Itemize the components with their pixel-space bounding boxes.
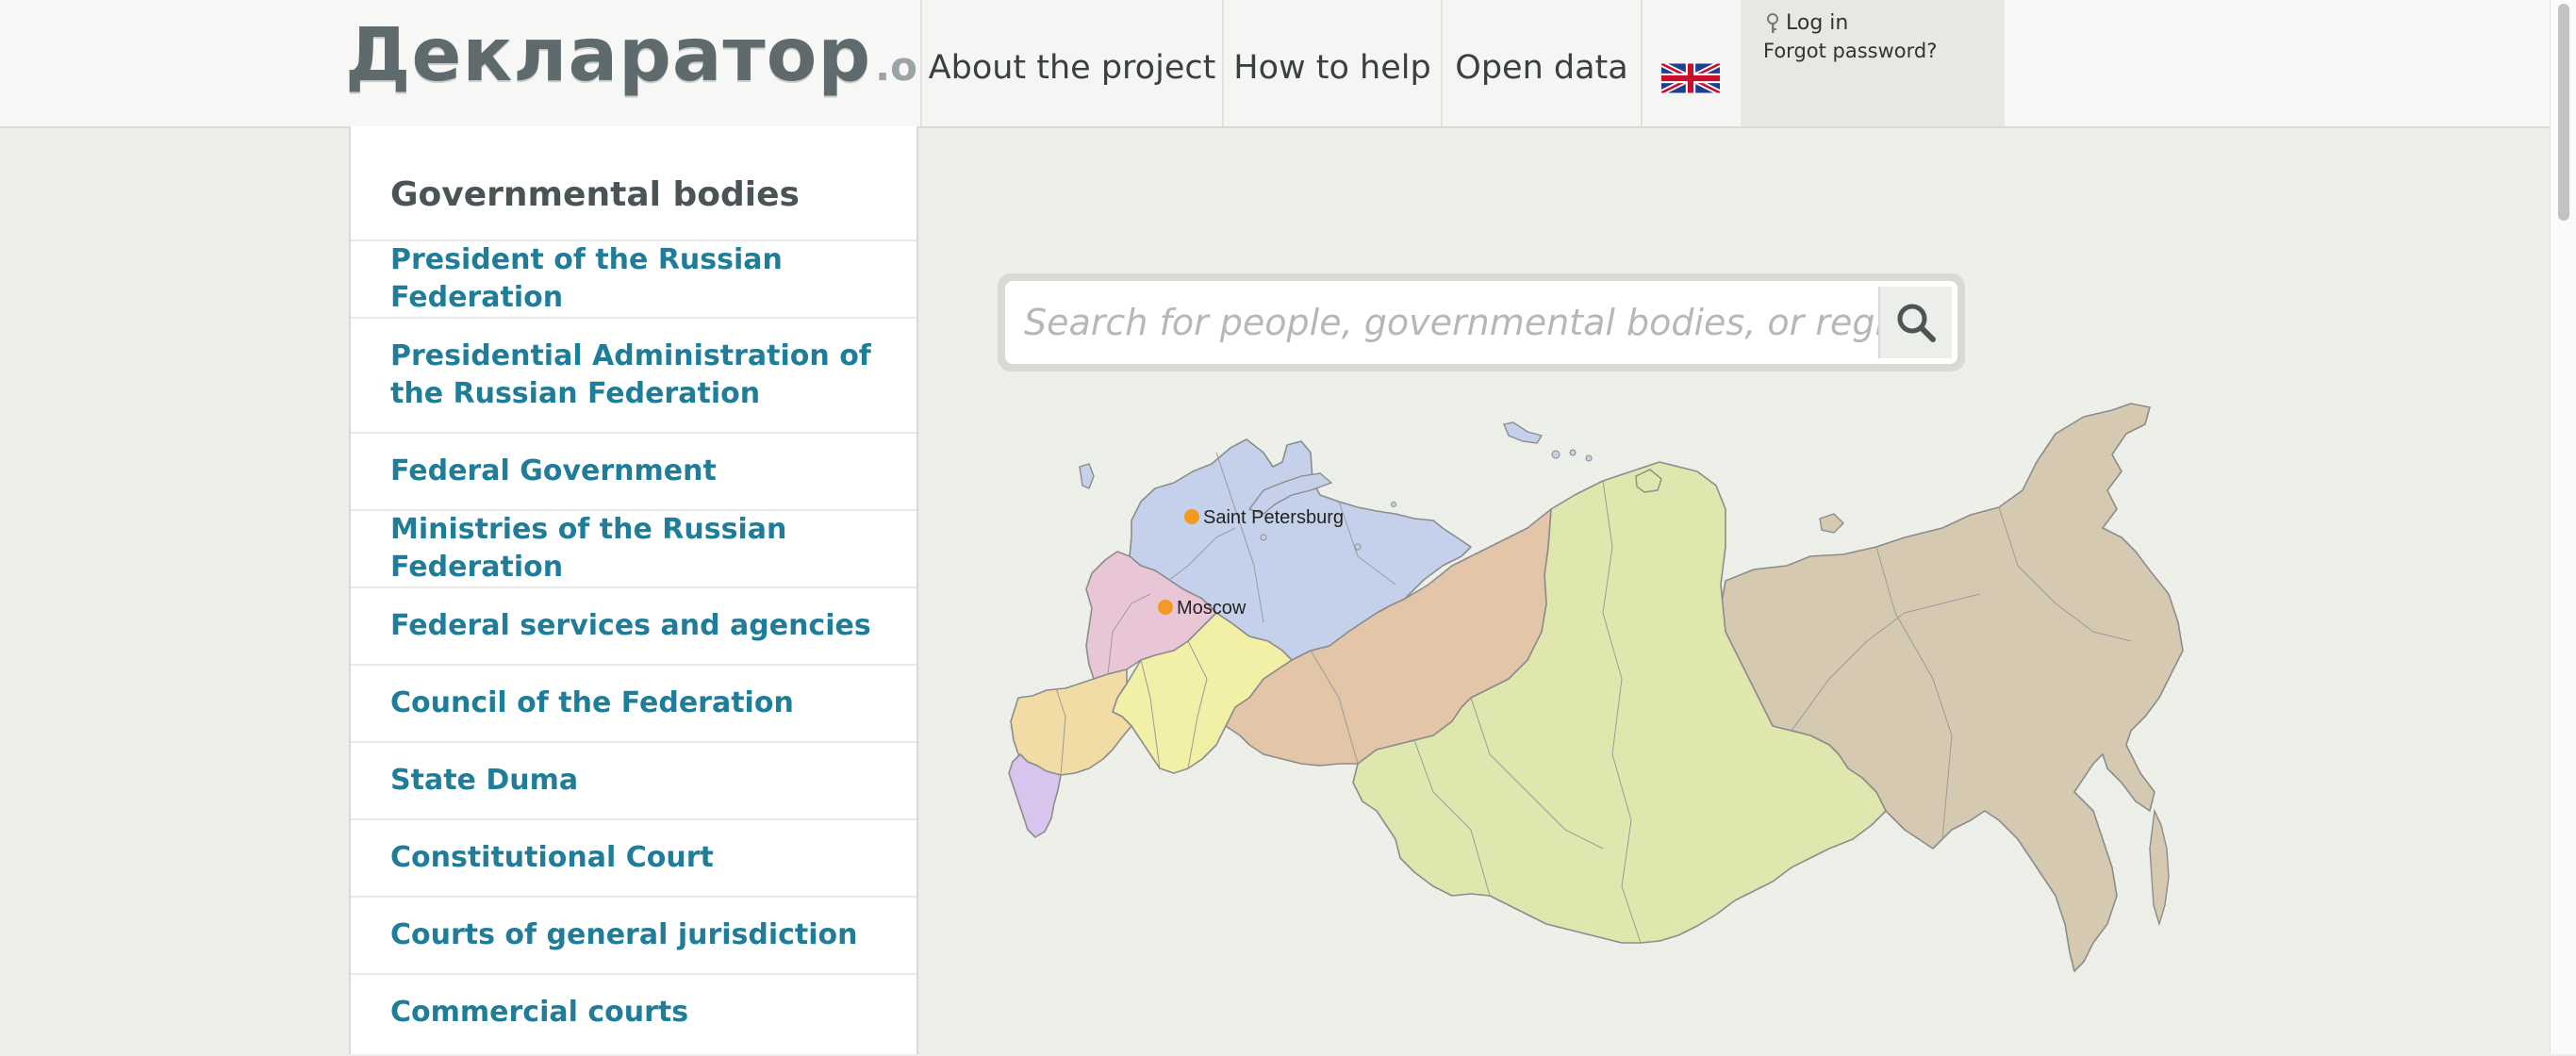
sidebar-item-label: Council of the Federation xyxy=(390,686,794,719)
city-marker-moscow[interactable]: Moscow xyxy=(1158,598,1247,619)
forgot-password-link[interactable]: Forgot password? xyxy=(1763,40,1938,62)
search-button[interactable] xyxy=(1878,287,1952,358)
sidebar-item-label: State Duma xyxy=(390,764,579,797)
search-inner xyxy=(1005,281,1957,364)
page-scrollbar[interactable] xyxy=(2550,0,2576,1054)
nav-open-data[interactable]: Open data xyxy=(1441,0,1641,126)
city-label-moscow: Moscow xyxy=(1177,598,1247,619)
search-box xyxy=(998,273,1965,371)
map-island-sakhalin xyxy=(2149,808,2170,927)
city-label-saint-petersburg: Saint Petersburg xyxy=(1203,507,1344,528)
search-input[interactable] xyxy=(1005,281,1882,364)
login-box: Log in Forgot password? xyxy=(1741,0,2005,126)
sidebar-item-federal-government[interactable]: Federal Government xyxy=(351,432,916,509)
login-link[interactable]: Log in xyxy=(1765,11,1848,35)
nav-about-project[interactable]: About the project xyxy=(920,0,1222,126)
sidebar-item-constitutional-court[interactable]: Constitutional Court xyxy=(351,818,916,896)
key-icon xyxy=(1767,12,1778,33)
governmental-bodies-sidebar: Governmental bodies President of the Rus… xyxy=(349,126,918,1054)
sidebar-item-label: President of the Russian Federation xyxy=(390,243,783,314)
logo-main-text: Декларатор xyxy=(345,13,872,98)
sidebar-item-state-duma[interactable]: State Duma xyxy=(351,741,916,818)
nav-help-label: How to help xyxy=(1233,49,1431,87)
sidebar-item-label: Constitutional Court xyxy=(390,841,714,874)
sidebar-item-label: Federal services and agencies xyxy=(390,609,871,642)
nav-open-data-label: Open data xyxy=(1455,49,1628,87)
map-region-south[interactable] xyxy=(1010,668,1132,776)
nav-how-to-help[interactable]: How to help xyxy=(1222,0,1441,126)
map-island-new-siberian xyxy=(1819,513,1844,534)
sidebar-item-label: Presidential Administration of the Russi… xyxy=(390,339,871,410)
map-region-caucasus[interactable] xyxy=(1008,753,1062,838)
russia-regions-map[interactable]: Saint Petersburg Moscow xyxy=(999,396,2206,1056)
sidebar-item-label: Commercial courts xyxy=(390,996,689,1029)
search-icon xyxy=(1897,304,1936,342)
sidebar-item-federal-services[interactable]: Federal services and agencies xyxy=(351,586,916,664)
sidebar-item-council-federation[interactable]: Council of the Federation xyxy=(351,664,916,741)
top-header: Декларатор .org About the project How to… xyxy=(0,0,2550,128)
sidebar-item-general-courts[interactable]: Courts of general jurisdiction xyxy=(351,896,916,973)
map-island-novaya-zemlya xyxy=(1247,472,1333,515)
map-island-severnaya-zemlya xyxy=(1635,469,1662,493)
scrollbar-thumb[interactable] xyxy=(2558,4,2569,221)
map-region-far-east[interactable] xyxy=(1720,403,2184,972)
site-logo[interactable]: Декларатор .org xyxy=(345,13,966,107)
sidebar-item-label: Courts of general jurisdiction xyxy=(390,918,858,951)
nav-about-label: About the project xyxy=(928,49,1216,87)
sidebar-item-ministries[interactable]: Ministries of the Russian Federation xyxy=(351,509,916,586)
sidebar-item-label: Federal Government xyxy=(390,454,717,487)
map-island-franz-josef xyxy=(1503,421,1544,444)
sidebar-item-commercial-courts[interactable]: Commercial courts xyxy=(351,973,916,1050)
sidebar-item-presidential-administration[interactable]: Presidential Administration of the Russi… xyxy=(351,317,916,432)
city-marker-saint-petersburg[interactable]: Saint Petersburg xyxy=(1184,507,1344,528)
sidebar-item-label: Ministries of the Russian Federation xyxy=(390,513,787,584)
login-label: Log in xyxy=(1786,11,1849,35)
map-island-svalbard xyxy=(1079,463,1095,489)
language-switch[interactable] xyxy=(1641,0,1741,126)
sidebar-title: Governmental bodies xyxy=(390,175,800,214)
uk-flag-icon xyxy=(1661,63,1720,93)
sidebar-item-president[interactable]: President of the Russian Federation xyxy=(351,239,916,317)
sidebar-list: President of the Russian Federation Pres… xyxy=(351,239,916,1050)
